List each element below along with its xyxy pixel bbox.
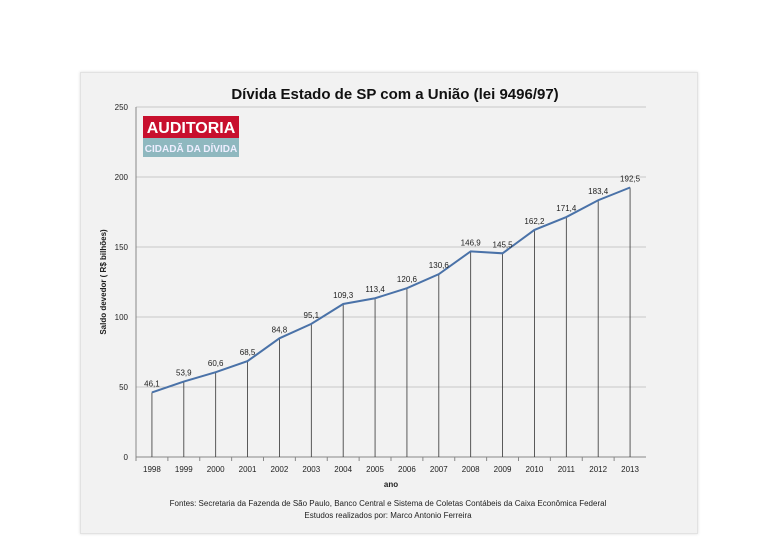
y-axis-label: Saldo devedor ( R$ bilhões) xyxy=(99,229,108,335)
series-line xyxy=(151,186,631,394)
data-label: 95,1 xyxy=(304,311,320,320)
x-tick-label: 2007 xyxy=(430,465,448,474)
x-tick-label: 2010 xyxy=(526,465,544,474)
y-tick-label: 100 xyxy=(115,313,129,322)
data-label: 130,6 xyxy=(429,261,450,270)
x-tick-label: 2005 xyxy=(366,465,384,474)
data-label: 46,1 xyxy=(144,379,160,388)
x-axis-label: ano xyxy=(384,480,398,489)
data-label: 183,4 xyxy=(588,187,609,196)
data-label: 162,2 xyxy=(524,217,545,226)
y-tick-label: 0 xyxy=(124,453,129,462)
y-tick-label: 200 xyxy=(115,173,129,182)
x-tick-label: 2003 xyxy=(302,465,320,474)
y-tick-label: 250 xyxy=(115,103,129,112)
x-tick-label: 2004 xyxy=(334,465,352,474)
x-tick-label: 1999 xyxy=(175,465,193,474)
data-label: 53,9 xyxy=(176,369,192,378)
y-tick-label: 50 xyxy=(119,383,128,392)
data-label: 192,5 xyxy=(620,175,641,184)
y-tick-label: 150 xyxy=(115,243,129,252)
data-label: 171,4 xyxy=(556,204,577,213)
data-label: 146,9 xyxy=(461,238,482,247)
x-tick-label: 2011 xyxy=(558,465,576,474)
x-tick-label: 2001 xyxy=(239,465,257,474)
x-tick-label: 2002 xyxy=(271,465,289,474)
x-tick-label: 2000 xyxy=(207,465,225,474)
logo-cidada xyxy=(143,138,239,157)
x-tick-label: 1998 xyxy=(143,465,161,474)
chart-title: Dívida Estado de SP com a União (lei 949… xyxy=(231,86,558,103)
x-tick-label: 2012 xyxy=(589,465,607,474)
x-tick-label: 2013 xyxy=(621,465,639,474)
data-label: 113,4 xyxy=(365,285,385,294)
author-note: Estudos realizados por: Marco Antonio Fe… xyxy=(304,511,472,520)
data-label: 84,8 xyxy=(272,325,288,334)
x-tick-label: 2008 xyxy=(462,465,480,474)
logo-line2: CIDADÃ DA DÍVIDA xyxy=(145,142,237,155)
data-label: 120,6 xyxy=(397,275,418,284)
x-tick-label: 2009 xyxy=(494,465,512,474)
data-label: 68,5 xyxy=(240,348,256,357)
logo-line1: AUDITORIA xyxy=(147,120,236,137)
data-label: 145,5 xyxy=(493,240,514,249)
x-tick-label: 2006 xyxy=(398,465,416,474)
logo-auditoria xyxy=(143,116,239,138)
sources-note: Fontes: Secretaria da Fazenda de São Pau… xyxy=(170,499,607,508)
data-label: 60,6 xyxy=(208,359,224,368)
data-label: 109,3 xyxy=(333,291,354,300)
